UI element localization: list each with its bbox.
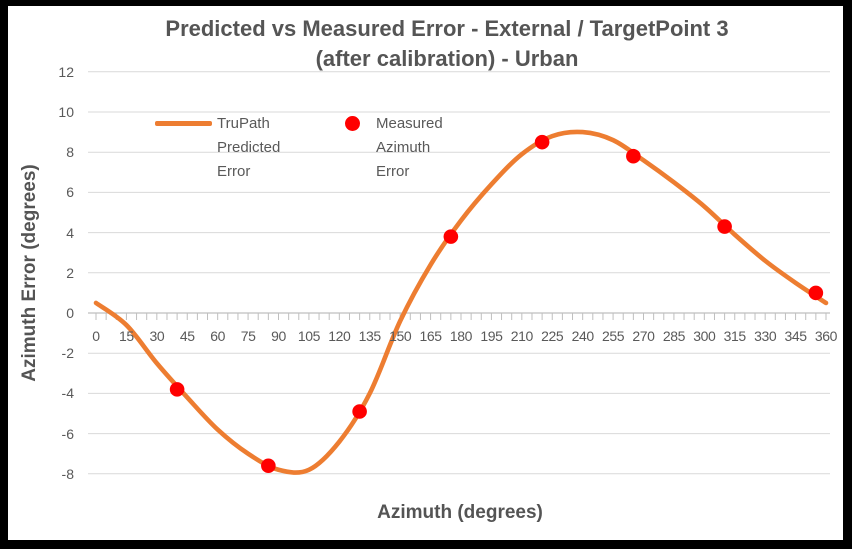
legend-label-line: Predicted bbox=[217, 139, 281, 156]
x-tick-label: 30 bbox=[149, 328, 165, 344]
y-tick-label: 0 bbox=[66, 305, 74, 321]
x-tick-label: 60 bbox=[210, 328, 226, 344]
y-tick-label: 8 bbox=[66, 144, 74, 161]
x-axis-title: Azimuth (degrees) bbox=[377, 502, 543, 523]
legend-label-line: Azimuth bbox=[376, 139, 431, 156]
x-tick-label: 315 bbox=[723, 328, 747, 344]
x-tick-label: 75 bbox=[240, 328, 256, 344]
x-tick-label: 15 bbox=[119, 328, 134, 344]
y-tick-label: 2 bbox=[66, 264, 74, 281]
legend-dot-swatch bbox=[345, 116, 360, 131]
legend-item-label: TruPath Predicted Error bbox=[217, 112, 280, 184]
x-tick-label: 360 bbox=[814, 328, 838, 344]
y-tick-label: 12 bbox=[58, 63, 74, 80]
chart-title-line2: (after calibration) - Urban bbox=[315, 46, 579, 71]
legend-label-line: TruPath bbox=[217, 115, 270, 132]
measured-point bbox=[626, 148, 641, 164]
predicted-error-curve bbox=[93, 129, 829, 475]
legend-line-swatch bbox=[155, 121, 212, 126]
y-tick-label: -8 bbox=[61, 465, 74, 482]
y-tick-label: -2 bbox=[61, 345, 74, 362]
x-tick-label: 285 bbox=[662, 328, 686, 344]
x-tick-label: 90 bbox=[271, 328, 286, 344]
y-tick-label: -4 bbox=[61, 385, 74, 402]
x-tick-label: 150 bbox=[389, 328, 412, 344]
x-tick-label: 210 bbox=[510, 328, 534, 344]
x-tick-label: 105 bbox=[297, 328, 321, 344]
y-tick-label: -6 bbox=[61, 425, 74, 442]
x-tick-label: 240 bbox=[571, 328, 595, 344]
legend-label-line: Measured bbox=[376, 115, 443, 132]
x-tick-label: 330 bbox=[754, 328, 777, 344]
y-tick-label: 4 bbox=[66, 224, 74, 241]
x-tick-label: 345 bbox=[784, 328, 807, 344]
x-tick-label: 165 bbox=[419, 328, 442, 344]
measured-point bbox=[261, 458, 276, 474]
x-tick-label: 270 bbox=[632, 328, 655, 344]
legend-label-line: Error bbox=[376, 163, 410, 180]
x-tick-label: 135 bbox=[358, 328, 382, 344]
x-tick-label: 225 bbox=[541, 328, 564, 344]
measured-point bbox=[169, 382, 185, 397]
x-tick-label: 255 bbox=[601, 328, 625, 344]
x-tick-label: 195 bbox=[480, 328, 503, 344]
measured-point bbox=[443, 229, 459, 244]
legend-label-line: Error bbox=[217, 163, 251, 180]
y-tick-label: 10 bbox=[58, 104, 74, 120]
measured-point bbox=[534, 134, 550, 150]
x-tick-label: 180 bbox=[449, 328, 473, 344]
measured-point bbox=[352, 404, 367, 419]
chart-title-line1: Predicted vs Measured Error - External /… bbox=[165, 16, 729, 41]
legend-item-label: Measured Azimuth Error bbox=[376, 112, 443, 184]
x-tick-label: 0 bbox=[92, 328, 100, 344]
measured-point bbox=[717, 219, 732, 234]
y-tick-label: 6 bbox=[66, 184, 74, 201]
x-tick-label: 45 bbox=[179, 328, 195, 344]
x-tick-label: 300 bbox=[693, 328, 716, 344]
x-tick-label: 120 bbox=[328, 328, 351, 344]
measured-point bbox=[808, 285, 824, 301]
